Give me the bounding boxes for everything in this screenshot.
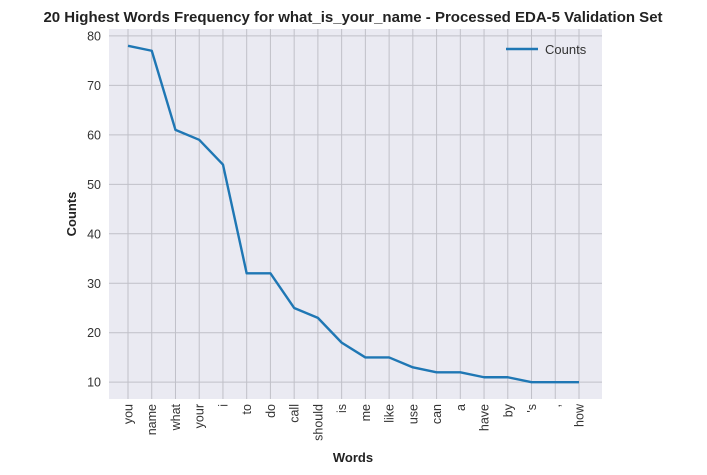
legend: Counts (506, 42, 587, 57)
plot-area (109, 29, 602, 399)
x-tick-label: a (454, 404, 468, 411)
y-tick-label: 80 (87, 29, 101, 43)
y-tick-label: 50 (87, 178, 101, 192)
x-tick-label: by (501, 403, 515, 417)
y-tick-label: 70 (87, 79, 101, 93)
x-tick-label: can (430, 404, 444, 424)
grid-lines (109, 29, 602, 399)
y-axis-label: Counts (64, 192, 79, 237)
x-tick-label: how (573, 403, 587, 427)
x-tick-label: have (478, 404, 492, 431)
x-tick-label: 's (525, 404, 539, 413)
x-tick-label: use (406, 404, 420, 424)
x-tick-label: like (383, 404, 397, 423)
x-tick-label: do (264, 404, 278, 418)
x-tick-label: should (311, 404, 325, 441)
x-tick-label: me (359, 404, 373, 421)
legend-label-counts: Counts (545, 42, 587, 57)
x-tick-label: you (122, 404, 136, 424)
x-axis-ticks: you name what your i to do call should is me like us… (122, 403, 587, 441)
x-tick-label: i (216, 404, 230, 407)
x-tick-label: what (169, 403, 183, 431)
chart-title: 20 Highest Words Frequency for what_is_y… (43, 9, 662, 26)
y-tick-label: 60 (87, 128, 101, 142)
x-tick-label: your (193, 404, 207, 428)
x-tick-label: call (288, 404, 302, 423)
y-axis-ticks: 10 20 30 40 50 60 70 80 (87, 29, 101, 389)
x-tick-label: to (240, 404, 254, 414)
y-tick-label: 20 (87, 326, 101, 340)
x-tick-label: , (549, 404, 563, 407)
x-axis-label: Words (333, 450, 373, 465)
y-tick-label: 10 (87, 376, 101, 390)
y-tick-label: 30 (87, 277, 101, 291)
x-tick-label: name (145, 404, 159, 435)
series-line-counts (127, 44, 579, 384)
y-tick-label: 40 (87, 227, 101, 241)
x-tick-label: is (335, 404, 349, 413)
